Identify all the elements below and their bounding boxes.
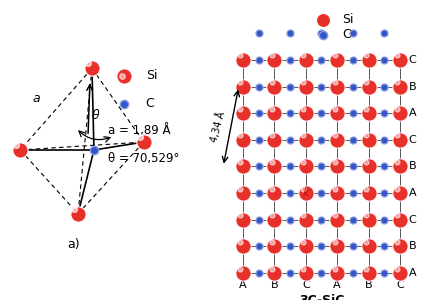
Text: C: C — [302, 280, 310, 290]
Text: C: C — [146, 97, 155, 110]
Text: A: A — [239, 280, 247, 290]
Text: a): a) — [68, 238, 81, 250]
Text: C: C — [409, 135, 417, 145]
Text: C: C — [343, 28, 351, 41]
Text: C: C — [409, 55, 417, 65]
Text: θ = 70,529°: θ = 70,529° — [108, 152, 179, 165]
Text: a: a — [32, 92, 40, 105]
Text: A: A — [409, 108, 417, 118]
Text: B: B — [271, 280, 278, 290]
Text: $\theta$: $\theta$ — [91, 108, 100, 122]
Text: a = 1,89 Å: a = 1,89 Å — [108, 124, 171, 137]
Text: A: A — [409, 188, 417, 198]
Text: A: A — [333, 280, 341, 290]
Text: B: B — [409, 161, 417, 172]
Text: k: k — [303, 188, 309, 198]
Text: C: C — [396, 280, 404, 290]
Text: Si: Si — [146, 69, 157, 82]
Text: C: C — [409, 215, 417, 225]
Text: B: B — [365, 280, 372, 290]
Text: B: B — [409, 242, 417, 251]
Text: A: A — [409, 268, 417, 278]
Text: 4,34 Å: 4,34 Å — [208, 110, 227, 143]
Text: 3C-SiC: 3C-SiC — [299, 294, 344, 300]
Text: B: B — [409, 82, 417, 92]
Text: Si: Si — [343, 13, 354, 26]
